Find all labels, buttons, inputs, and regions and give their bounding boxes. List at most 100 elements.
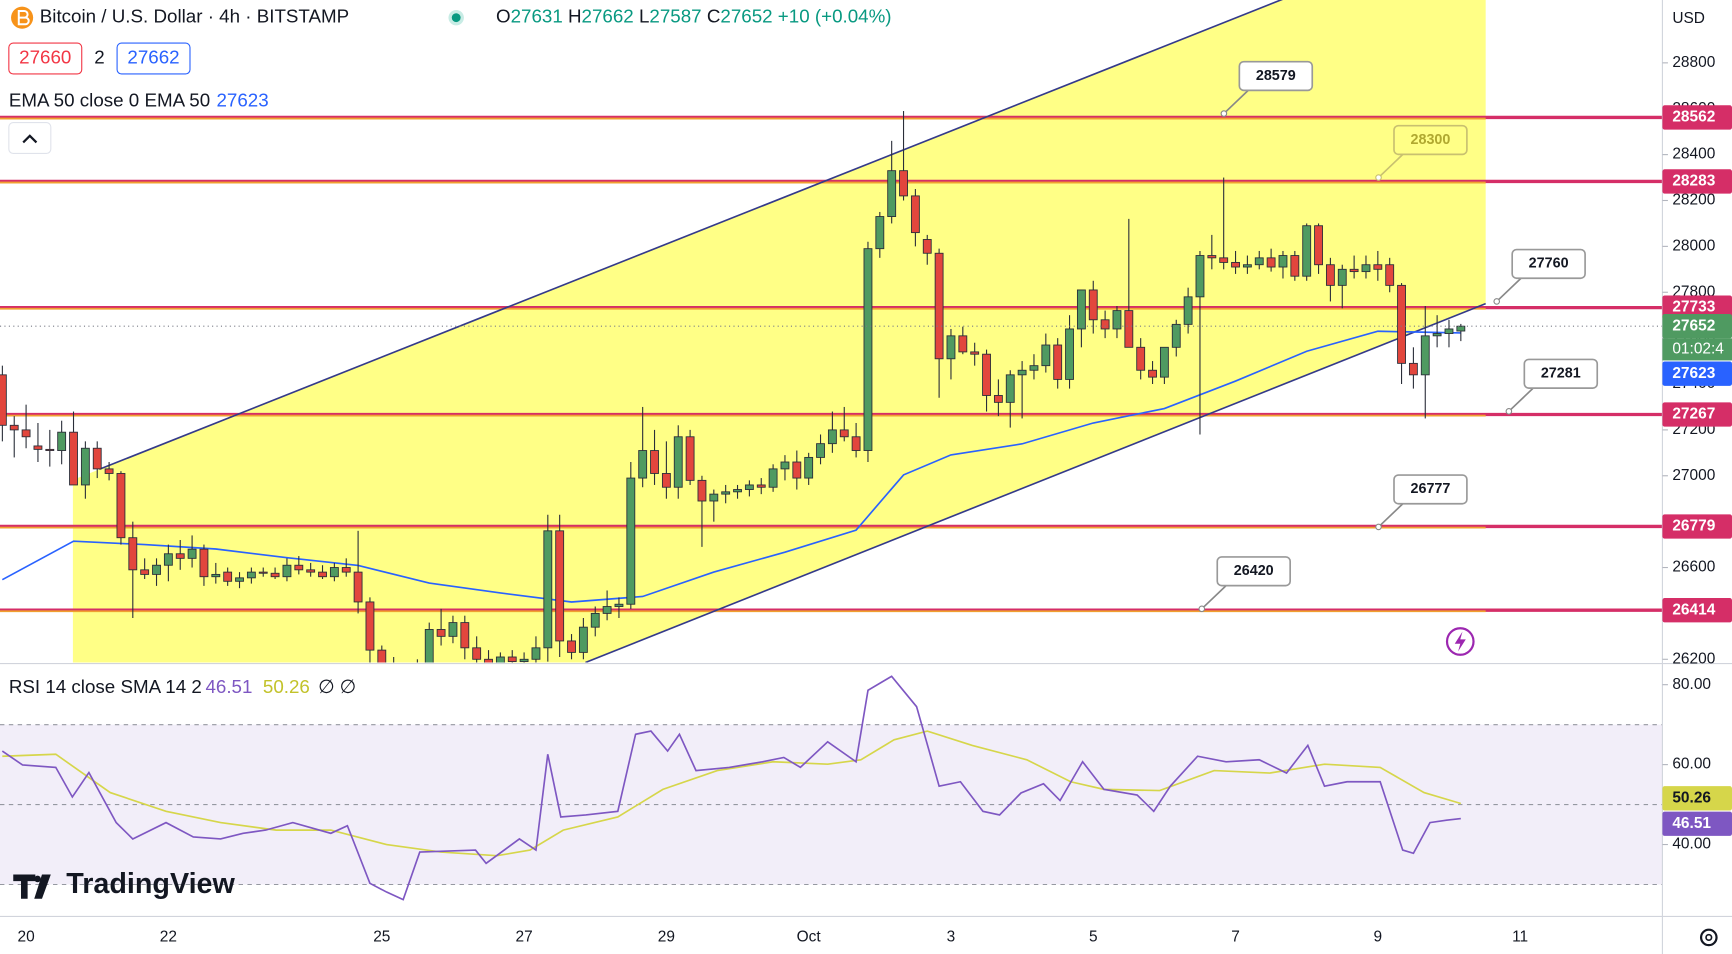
candle-body: [673, 436, 683, 488]
candle-body: [1053, 344, 1063, 380]
ohlc-letter: C: [707, 6, 721, 27]
x-tick-label: 7: [1231, 929, 1240, 946]
candle-body: [258, 571, 268, 574]
candle-body: [211, 573, 221, 578]
note-connector: [1377, 153, 1404, 179]
last-price-tag: 27652: [1672, 317, 1715, 334]
rsi-line: [2, 730, 1462, 857]
ohlc-letter: O: [496, 6, 511, 27]
candle-body: [1041, 344, 1051, 367]
level-tag: 28283: [1672, 173, 1715, 190]
candle-body: [104, 468, 114, 474]
x-tick-label: 11: [1512, 929, 1528, 946]
x-tick-label: 5: [1089, 929, 1098, 946]
main-pane: 28579 28300 27760 27281 26777 26420: [0, 0, 1663, 663]
candle-body: [1278, 255, 1288, 268]
candle-body: [1148, 369, 1157, 378]
note-label: 28579: [1256, 68, 1296, 84]
level-tag: 26414: [1672, 601, 1715, 618]
logo-dot: [34, 875, 41, 883]
candle-body: [1171, 323, 1181, 348]
change: +10 (+0.04%): [778, 6, 892, 27]
candle-body: [1302, 225, 1312, 277]
settings-icon[interactable]: [1699, 928, 1718, 947]
candle-body: [140, 569, 150, 575]
status-dot: [451, 13, 461, 23]
bid-box[interactable]: [8, 42, 83, 75]
x-tick-label: Oct: [797, 929, 822, 946]
channel-fill: [72, 0, 1486, 663]
y-tick-label: 26200: [1672, 650, 1715, 667]
candle-body: [721, 491, 731, 495]
candle-body: [21, 429, 31, 438]
rsi: [0, 675, 1663, 901]
candle-body: [1373, 264, 1383, 270]
countdown: 01:02:4: [1672, 340, 1724, 357]
rsi-tick-label: 80.00: [1672, 676, 1711, 693]
ema-legend-value: 27623: [217, 90, 269, 111]
candle-body: [1029, 365, 1039, 371]
candle-body: [306, 569, 316, 573]
currency: USD: [1672, 10, 1705, 27]
logo-icon: [13, 874, 51, 899]
candle-body: [756, 484, 766, 488]
x-tick-label: 9: [1374, 929, 1383, 946]
y-tick-label: 28800: [1672, 54, 1715, 71]
candle-body: [448, 622, 458, 637]
candle-body: [1005, 374, 1015, 403]
x-tick-label: 3: [947, 929, 956, 946]
note-connector: [1223, 89, 1249, 115]
candle-body: [45, 448, 55, 451]
candle-body: [543, 530, 553, 649]
candle-body: [1314, 225, 1323, 266]
candle-body: [875, 216, 885, 250]
y-tick-label: 28400: [1672, 146, 1715, 163]
sma-tag: 50.26: [1672, 789, 1711, 806]
countdown-bg: [1662, 338, 1732, 361]
candle-body: [626, 477, 636, 605]
y-tick-label: 28000: [1672, 237, 1715, 254]
collapse-button[interactable]: [8, 122, 52, 155]
ask-box[interactable]: [116, 42, 191, 75]
candle-body: [970, 351, 980, 355]
candle-body: [1349, 268, 1359, 273]
level-tag-bg: [1662, 169, 1732, 194]
settings-icon-center: [1705, 933, 1713, 942]
candle-body: [899, 170, 908, 197]
candle-body: [1290, 255, 1300, 277]
candle-body: [1420, 335, 1430, 376]
note-box: [1393, 124, 1468, 156]
x-tick-label: 20: [17, 929, 34, 946]
candle-body: [519, 658, 529, 663]
candle-body: [282, 564, 292, 578]
note-anchor: [1505, 407, 1513, 415]
candle-body: [709, 493, 719, 502]
candle-body: [424, 629, 434, 663]
candle-body: [578, 626, 588, 653]
candle-body: [1408, 362, 1418, 376]
note-box: [1523, 358, 1599, 389]
candles: [0, 111, 1663, 663]
candle-body: [804, 456, 814, 479]
candle-body: [460, 622, 470, 649]
x-tick-label: 22: [160, 929, 177, 946]
candle-body: [152, 564, 161, 575]
ohlc-letter: H: [568, 6, 582, 27]
candle-body: [187, 548, 197, 559]
channel-lower: [585, 302, 1486, 663]
rsi-line: [1, 675, 1461, 901]
candle-body: [199, 548, 209, 578]
level-tag-bg: [1662, 105, 1732, 130]
rsi-tick-label: 40.00: [1672, 836, 1711, 853]
candle-body: [567, 640, 576, 653]
note-label: 28300: [1410, 132, 1450, 148]
level-tag-bg: [1662, 514, 1732, 539]
candle-body: [1254, 257, 1264, 266]
levels: [0, 115, 1663, 613]
candle-body: [9, 424, 19, 431]
candle-body: [839, 429, 849, 438]
candle-body: [590, 612, 600, 628]
candle-body: [1017, 369, 1027, 376]
